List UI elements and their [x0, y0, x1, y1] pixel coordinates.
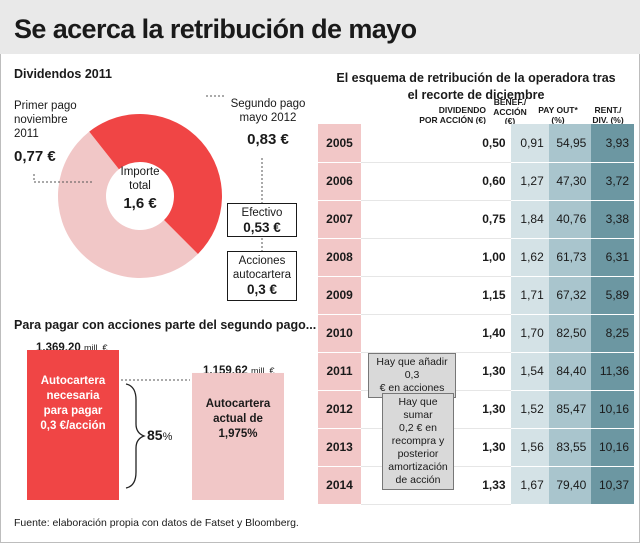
table-row: 2009 1,15 1,71 67,32 5,89	[318, 276, 634, 315]
col-header-benef: BENEF./ ACCIÓN (€)	[493, 97, 527, 126]
second-payment-value: 0,83 €	[247, 131, 289, 148]
ratio-label: 85%	[147, 427, 173, 443]
table-row: 2005 0,50 0,91 54,95 3,93	[318, 124, 634, 163]
table-row: 2013 1,30 1,56 83,55 10,16	[318, 428, 634, 467]
table-row: 2007 0,75 1,84 40,76 3,38	[318, 200, 634, 239]
first-payment-label: Primer pago noviembre 2011	[14, 100, 77, 140]
bar-current-treasury	[192, 372, 284, 500]
table-row: 2012 1,30 1,52 85,47 10,16	[318, 390, 634, 429]
note-add-shares: Hay que añadir 0,3 € en acciones	[368, 353, 456, 398]
shares-heading: Para pagar con acciones parte del segund…	[14, 318, 317, 332]
cash-box: Efectivo 0,53 €	[227, 203, 297, 237]
donut-slices	[57, 114, 222, 279]
donut-slice-second-payment	[57, 131, 198, 279]
table-row: 2010 1,40 1,70 82,50 8,25	[318, 314, 634, 353]
table-row: 2008 1,00 1,62 61,73 6,31	[318, 238, 634, 277]
col-header-dividend: DIVIDENDO POR ACCIÓN (€)	[419, 105, 486, 125]
col-header-rent: RENT./ DIV. (%)	[592, 105, 624, 125]
dividends-heading: Dividendos 2011	[14, 67, 112, 81]
first-payment-value: 0,77 €	[14, 148, 56, 165]
bar-required-treasury	[27, 350, 119, 500]
table-row: 2011 1,30 1,54 84,40 11,36	[318, 352, 634, 391]
bar1-text: Autocartera necesaria para pagar 0,3 €/a…	[40, 375, 106, 432]
donut-center-text: Importe total 1,6 €	[120, 166, 160, 212]
bar2-text: Autocartera actual de 1,975%	[205, 398, 271, 440]
table-heading: El esquema de retribución de la operador…	[336, 71, 616, 102]
first-payment-leader	[33, 174, 94, 183]
page-title: Se acerca la retribución de mayo	[14, 14, 417, 44]
source-note: Fuente: elaboración propia con datos de …	[14, 517, 299, 529]
table-row: 2006 0,60 1,27 47,30 3,72	[318, 162, 634, 201]
shares-box: Acciones autocartera 0,3 €	[227, 251, 297, 301]
bar-chart	[27, 350, 284, 500]
table-row: 2014 1,33 1,67 79,40 10,37	[318, 466, 634, 505]
ratio-brace	[125, 383, 146, 489]
donut-slice-first-payment	[89, 114, 222, 254]
second-payment-label: Segundo pago mayo 2012	[230, 98, 306, 124]
title-band	[0, 0, 640, 54]
note-buyback: Hay que sumar 0,2 € en recompra y poster…	[382, 393, 454, 490]
dividend-table: 2005 0,50 0,91 54,95 3,93 2006 0,60 1,27 47,30 3…	[318, 124, 634, 505]
col-header-payout: PAY OUT* (%)	[538, 105, 578, 125]
